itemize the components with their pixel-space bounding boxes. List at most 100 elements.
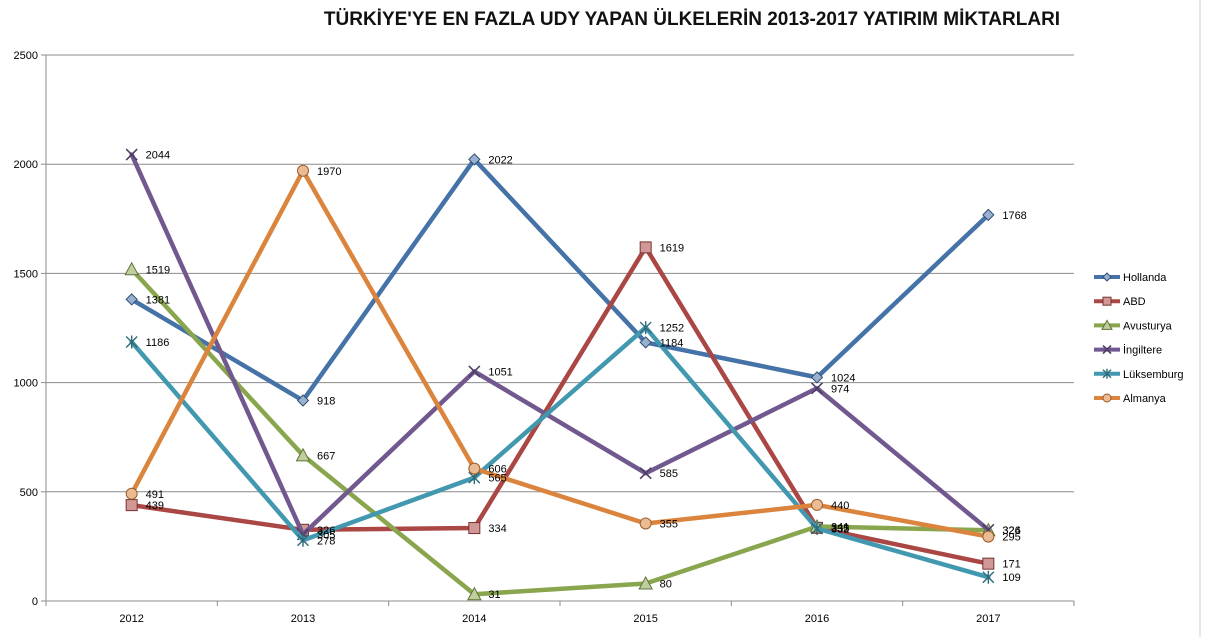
data-labels: 1381 918 2022 1184 1024 1768 439 326 334 1619 335 1… [146, 150, 1027, 602]
data-point-circle [811, 498, 823, 511]
legend-label: İngiltere [1123, 344, 1162, 357]
data-label: 974 [831, 383, 849, 395]
x-tick-label: 2012 [119, 613, 143, 625]
legend-label: Almanya [1123, 393, 1167, 405]
data-label: 440 [831, 500, 849, 512]
y-tick-label: 500 [20, 487, 38, 499]
legend-item-lüksemburg: Lüksemburg [1094, 369, 1184, 381]
data-label: 109 [1002, 572, 1020, 584]
series-line [129, 168, 991, 539]
legend-label: Avusturya [1123, 320, 1173, 332]
gridlines [46, 54, 1074, 493]
data-label: 31 [488, 589, 500, 601]
legend: Hollanda ABD Avusturya İngiltere Lüksemburg A… [1094, 272, 1184, 405]
data-point-star [811, 521, 823, 535]
series-almanya [125, 164, 995, 543]
legend-marker-star [1102, 368, 1112, 379]
data-point-diamond [639, 336, 652, 349]
data-label: 1970 [317, 166, 341, 178]
x-tick-label: 2015 [633, 613, 657, 625]
x-tick-label: 2016 [805, 613, 829, 625]
series-line [129, 325, 991, 580]
x-tick-label: 2017 [976, 613, 1000, 625]
data-label: 1768 [1002, 210, 1026, 222]
data-label: 1619 [660, 242, 684, 254]
legend-label: Hollanda [1123, 272, 1167, 284]
data-point-star [639, 321, 652, 335]
legend-item-avusturya: Avusturya [1094, 319, 1173, 332]
series-lüksemburg [125, 321, 995, 584]
x-tick-label: 2014 [462, 613, 486, 625]
y-tick-label: 2500 [14, 50, 38, 62]
legend-marker-diamond [1102, 272, 1112, 282]
data-label: 278 [317, 535, 335, 547]
data-point-diamond [125, 293, 138, 306]
legend-label: Lüksemburg [1123, 369, 1184, 381]
legend-marker-triangle [1101, 319, 1113, 330]
data-label: 1024 [831, 372, 855, 384]
data-point-diamond [810, 371, 824, 384]
data-point-circle [297, 164, 309, 177]
data-point-diamond [982, 208, 995, 222]
data-label: 171 [1002, 559, 1020, 571]
data-label: 606 [488, 464, 506, 476]
legend-item-abd: ABD [1094, 296, 1146, 308]
data-point-star [125, 335, 138, 349]
data-point-star [982, 570, 995, 584]
data-point-triangle [466, 586, 482, 601]
data-label: 667 [317, 450, 335, 462]
data-point-triangle [638, 575, 654, 590]
y-tick-label: 0 [32, 596, 38, 608]
data-label: 491 [146, 489, 164, 501]
data-label: 565 [488, 473, 506, 485]
data-point-square [125, 499, 138, 512]
data-label: 335 [831, 523, 849, 535]
data-label: 326 [1002, 525, 1020, 537]
series-line [129, 152, 991, 537]
legend-marker-x [1102, 345, 1112, 355]
data-point-x [810, 382, 824, 395]
data-point-circle [468, 462, 481, 475]
data-label: 1051 [488, 366, 512, 378]
data-label: 332 [831, 523, 849, 535]
series-line [129, 245, 991, 566]
data-point-diamond [296, 394, 310, 407]
x-tick-label: 2013 [291, 613, 315, 625]
data-point-triangle [295, 447, 311, 462]
data-label: 326 [317, 525, 335, 537]
data-label: 2044 [146, 150, 170, 162]
series-line [129, 267, 991, 597]
series-layer [124, 148, 996, 601]
chart-title: TÜRKİYE'YE EN FAZLA UDY YAPAN ÜLKELERİN … [324, 9, 1060, 30]
data-point-circle [125, 487, 138, 500]
axes: 0 500 1000 1500 2000 2500 2012 2013 2014 2015 2016… [14, 50, 1075, 625]
data-label: 2022 [488, 154, 512, 166]
data-point-x [125, 148, 138, 161]
data-label: 1519 [146, 264, 170, 276]
data-point-diamond [468, 153, 481, 166]
data-point-triangle [124, 261, 140, 276]
data-point-x [468, 365, 481, 378]
data-label: 80 [660, 579, 672, 591]
legend-item-hollanda: Hollanda [1094, 272, 1167, 284]
data-label: 1186 [146, 337, 170, 349]
data-label: 341 [831, 522, 849, 534]
data-point-circle [639, 517, 652, 530]
data-point-x [639, 467, 652, 480]
y-tick-label: 2000 [14, 159, 38, 171]
data-label: 295 [1002, 532, 1020, 544]
data-point-star [297, 533, 309, 547]
data-point-square [639, 241, 652, 254]
data-label: 1381 [146, 294, 170, 306]
data-label: 324 [1002, 525, 1020, 537]
data-label: 334 [488, 523, 506, 535]
legend-marker-circle [1102, 393, 1112, 403]
data-label: 439 [146, 500, 164, 512]
data-label: 305 [317, 529, 335, 541]
legend-marker-square [1102, 296, 1112, 306]
series-line [129, 157, 991, 403]
data-label: 1252 [660, 323, 684, 335]
series-i̇ngiltere [125, 148, 995, 541]
data-label: 1184 [660, 337, 684, 349]
data-point-square [468, 522, 481, 535]
